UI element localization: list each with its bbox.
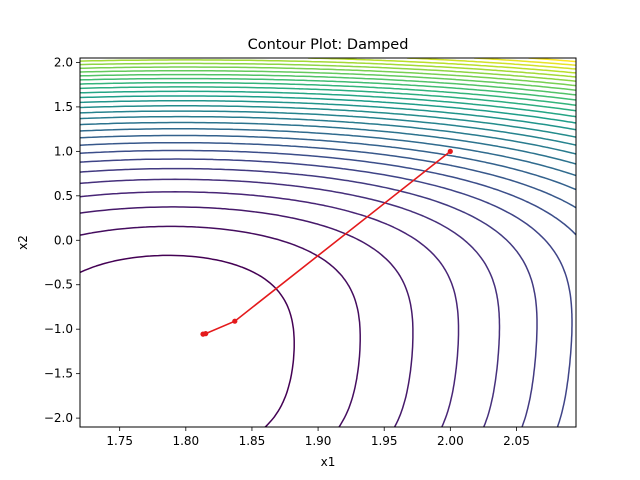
contour-level-3 <box>80 206 414 427</box>
contour-level-20 <box>80 81 576 106</box>
x-tick-label: 2.00 <box>437 434 464 448</box>
y-tick-label: 0.5 <box>54 189 73 203</box>
optimizer-path <box>200 148 453 337</box>
chart-title: Contour Plot: Damped <box>248 37 409 53</box>
path-point-4 <box>200 331 206 337</box>
x-tick-label: 1.75 <box>106 434 133 448</box>
contour-level-4 <box>80 191 460 427</box>
contour-level-12 <box>80 121 576 165</box>
x-axis-label: x1 <box>321 455 336 469</box>
contour-level-27 <box>307 58 576 74</box>
contour-level-14 <box>80 110 576 146</box>
y-tick-label: −1.5 <box>44 367 73 381</box>
contour-level-2 <box>80 225 361 427</box>
contour-level-15 <box>80 105 576 138</box>
y-tick-label: 1.0 <box>54 144 73 158</box>
y-tick-label: 0.0 <box>54 233 73 247</box>
y-tick-label: 1.5 <box>54 100 73 114</box>
x-tick-label: 1.95 <box>371 434 398 448</box>
path-point-1 <box>447 148 453 154</box>
contour-level-10 <box>80 134 576 191</box>
plot-frame <box>79 57 577 428</box>
y-tick-label: −0.5 <box>44 278 73 292</box>
y-axis-label: x2 <box>16 235 30 250</box>
x-tick-label: 1.85 <box>239 434 266 448</box>
x-tick-label: 2.05 <box>503 434 530 448</box>
path-point-2 <box>232 318 238 324</box>
contour-level-5 <box>80 178 501 427</box>
contour-level-11 <box>80 128 576 177</box>
contour-level-13 <box>80 115 576 155</box>
contour-level-16 <box>80 100 576 131</box>
x-axis-ticks: 1.75 1.80 1.85 1.90 1.95 2.00 2.05 <box>106 427 530 448</box>
contour-lines <box>80 58 576 427</box>
contour-level-18 <box>80 90 576 118</box>
y-tick-label: 2.0 <box>54 55 73 69</box>
contour-level-19 <box>80 86 576 112</box>
contour-level-26 <box>80 59 576 78</box>
x-tick-label: 1.90 <box>305 434 332 448</box>
contour-level-7 <box>80 158 573 427</box>
contour-level-9 <box>80 141 576 209</box>
x-tick-label: 1.80 <box>172 434 199 448</box>
contour-level-25 <box>80 62 576 82</box>
contour-level-17 <box>80 95 576 124</box>
contour-level-24 <box>80 66 576 87</box>
contour-level-21 <box>80 77 576 101</box>
y-tick-label: −1.0 <box>44 322 73 336</box>
contour-level-8 <box>80 149 576 236</box>
y-axis-ticks: −2.0 −1.5 −1.0 −0.5 0.0 0.5 1.0 1.5 2.0 <box>44 55 80 425</box>
y-tick-label: −2.0 <box>44 411 73 425</box>
contour-level-23 <box>80 69 576 91</box>
